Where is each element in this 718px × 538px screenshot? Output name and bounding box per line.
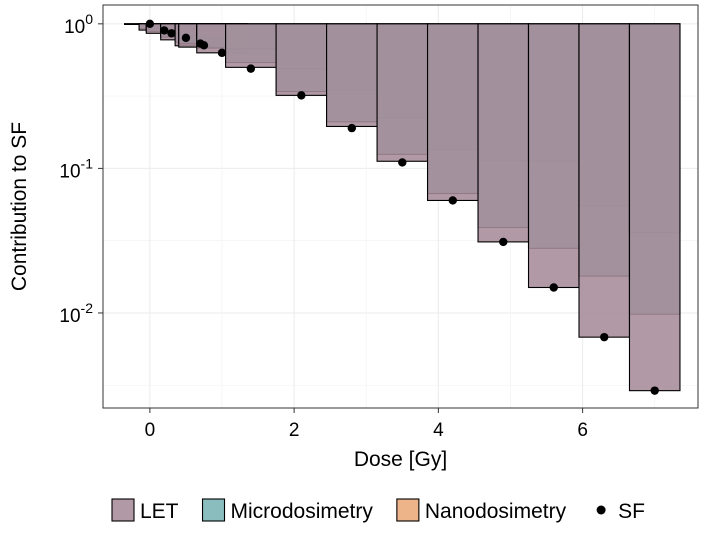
sf-point (297, 91, 306, 100)
sf-point (167, 29, 176, 38)
bar-let-7 (628, 23, 681, 392)
legend-key-let (111, 498, 135, 522)
legend-label: Nanodosimetry (425, 500, 567, 523)
y-axis-title: Contribution to SF (8, 122, 31, 291)
sf-point (217, 48, 227, 58)
legend-key-microdosimetry (201, 498, 226, 522)
sf-points (145, 19, 659, 395)
x-tick-label: 2 (289, 420, 300, 441)
y-tick-label: 10-2 (59, 300, 93, 327)
sf-point (549, 283, 558, 292)
legend-key-sf (596, 505, 606, 515)
axes: 0 2 4 6 100 10-1 10-2 (59, 11, 587, 441)
bars (124, 23, 681, 392)
sf-point (600, 332, 609, 342)
bar-let-3.5 (376, 23, 429, 162)
x-axis-title: Dose [Gy] (354, 448, 447, 471)
sf-point (160, 26, 169, 35)
bar-let-4.2 (426, 23, 479, 202)
y-tick-label: 10-1 (59, 155, 93, 182)
bar-let-4.9 (477, 23, 530, 243)
legend-label: Microdosimetry (231, 500, 374, 523)
bar-let-5.6 (527, 23, 580, 289)
legend-label: SF (618, 500, 645, 523)
sf-point (499, 237, 508, 247)
legend-label: LET (140, 500, 179, 523)
bar-let-1.4 (225, 23, 277, 68)
x-tick-label: 0 (145, 420, 156, 441)
panel-border (102, 4, 699, 409)
sf-point (398, 158, 407, 167)
bar-let-2.8 (326, 23, 378, 128)
sf-point (347, 123, 357, 133)
y-tick-label: 100 (64, 11, 93, 38)
sf-point (199, 41, 209, 50)
legend-key-nanodosimetry (396, 498, 420, 522)
sf-point (448, 196, 457, 205)
sf-point (246, 64, 256, 73)
sf-point (145, 19, 155, 29)
bar-let-6.3 (578, 23, 631, 338)
sf-point (650, 386, 659, 395)
x-tick-label: 4 (433, 420, 444, 441)
bar-let-2.1 (275, 23, 328, 96)
sf-point (181, 33, 191, 43)
legend: LET Microdosimetry Nanodosimetry SF (111, 498, 645, 523)
x-tick-label: 6 (577, 420, 588, 441)
